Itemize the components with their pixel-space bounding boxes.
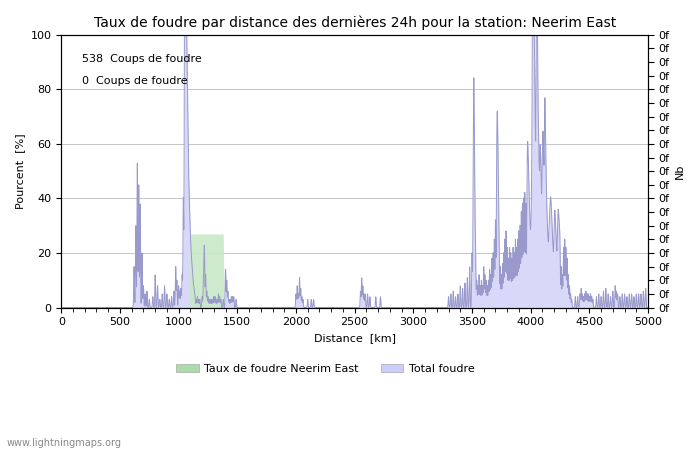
Y-axis label: Nb: Nb bbox=[675, 163, 685, 179]
X-axis label: Distance  [km]: Distance [km] bbox=[314, 333, 396, 343]
Text: 538  Coups de foudre: 538 Coups de foudre bbox=[82, 54, 202, 64]
Y-axis label: Pourcent  [%]: Pourcent [%] bbox=[15, 133, 25, 209]
Text: www.lightningmaps.org: www.lightningmaps.org bbox=[7, 438, 122, 448]
Legend: Taux de foudre Neerim East, Total foudre: Taux de foudre Neerim East, Total foudre bbox=[172, 360, 479, 378]
Title: Taux de foudre par distance des dernières 24h pour la station: Neerim East: Taux de foudre par distance des dernière… bbox=[94, 15, 616, 30]
Text: 0  Coups de foudre: 0 Coups de foudre bbox=[82, 76, 188, 86]
